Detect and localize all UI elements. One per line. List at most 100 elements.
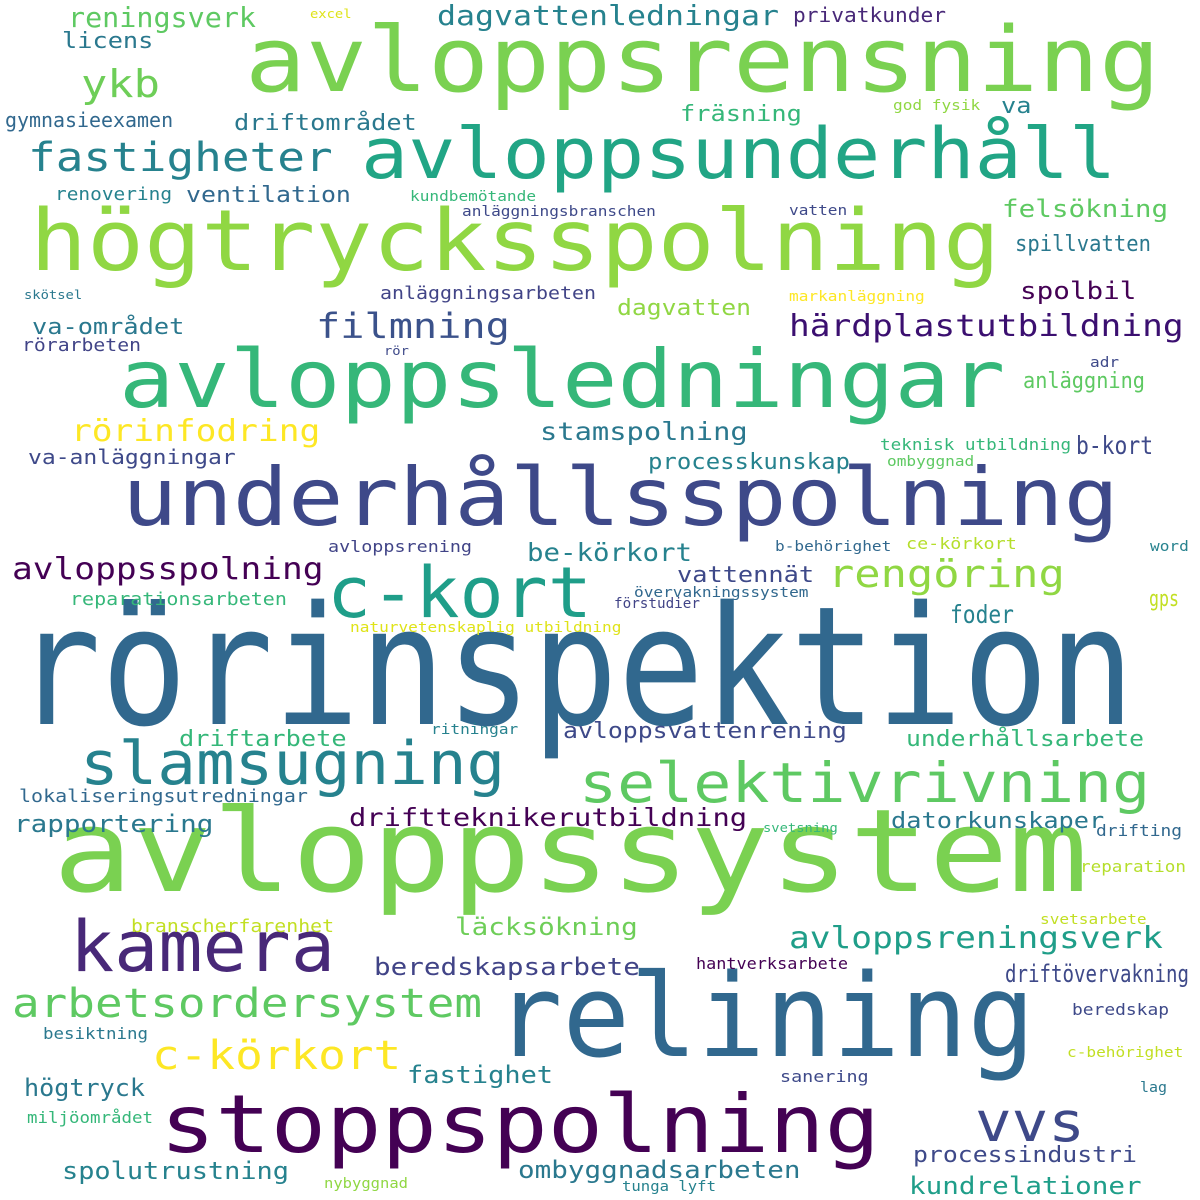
word: relining: [495, 949, 1036, 1084]
word: foder: [950, 600, 1014, 630]
word: miljöområdet: [27, 1108, 153, 1128]
word: anläggningsarbeten: [380, 283, 596, 305]
word: ykb: [80, 62, 160, 107]
word: högtryck: [23, 1073, 145, 1102]
word: kundrelationer: [908, 1172, 1142, 1200]
word: branscherfarenhet: [130, 916, 334, 938]
word: beredskap: [1071, 1000, 1169, 1020]
word: avloppsvattenrening: [563, 718, 847, 744]
word: hantverksarbete: [696, 954, 849, 974]
word: härdplastutbildning: [788, 308, 1184, 344]
word: filmning: [316, 306, 510, 347]
word: kamera: [69, 905, 335, 988]
word: anläggningsbranschen: [462, 204, 656, 221]
word: svetsarbete: [1039, 912, 1147, 929]
word: driftområdet: [233, 110, 417, 136]
word: vvs: [975, 1089, 1085, 1154]
word: reningsverk: [68, 0, 257, 34]
word: naturvetenskaplig utbildning: [350, 620, 622, 637]
word: dagvatten: [617, 295, 752, 321]
word: va-området: [31, 314, 185, 340]
word: skötsel: [23, 288, 83, 303]
word: ombyggnad: [887, 454, 975, 471]
word: rapportering: [14, 809, 214, 838]
word: högtrycksspolning: [30, 192, 1001, 292]
word: underhållsarbete: [906, 726, 1144, 752]
word: god fysik: [893, 98, 981, 115]
word: ce-körkort: [905, 534, 1017, 554]
word: ritningar: [431, 722, 519, 739]
word: b-kort: [1075, 431, 1153, 461]
word: besiktning: [42, 1024, 148, 1044]
word: reparationsarbeten: [69, 589, 287, 611]
word: va: [1000, 93, 1032, 119]
word: licens: [62, 28, 154, 54]
word: spillvatten: [1015, 231, 1151, 257]
word: reparation: [1080, 857, 1186, 877]
word: processkunskap: [648, 449, 850, 475]
word: rörinspektion: [15, 571, 1135, 764]
word: förstudier: [614, 596, 700, 613]
word: spolbil: [1019, 276, 1137, 305]
word: fräsning: [680, 101, 802, 127]
word: rörarbeten: [21, 335, 141, 357]
word: va-anläggningar: [28, 445, 236, 469]
word: c-behörighet: [1066, 1045, 1184, 1062]
word: nybyggnad: [324, 1176, 408, 1193]
word: rörinfodring: [71, 413, 321, 449]
word: rör: [383, 344, 409, 359]
word: avloppsledningar: [118, 333, 1006, 426]
word: c-körkort: [152, 1033, 402, 1079]
word: markanläggning: [789, 289, 925, 306]
word: driftteknikerutbildning: [348, 803, 748, 833]
word: avloppsrening: [327, 537, 473, 557]
word: adr: [1090, 355, 1120, 372]
word: datorkunskaper: [891, 808, 1105, 834]
word: avloppsunderhåll: [360, 112, 1116, 195]
word: b-behörighet: [774, 539, 892, 556]
word: lokaliseringsutredningar: [18, 786, 308, 808]
word: slamsugning: [79, 729, 505, 799]
word: dagvattenledningar: [437, 0, 779, 32]
word: spolutrustning: [61, 1156, 289, 1185]
word: anläggning: [1023, 368, 1145, 394]
word: svetsning: [762, 821, 838, 836]
word: processindustri: [913, 1142, 1137, 1168]
word: driftövervakning: [1005, 959, 1190, 988]
word: läcksökning: [454, 912, 638, 941]
word: tunga lyft: [622, 1179, 716, 1196]
word: beredskapsarbete: [374, 952, 640, 981]
word: fastighet: [407, 1060, 554, 1089]
word: avloppssystem: [53, 784, 1089, 919]
word: be-körkort: [526, 538, 692, 568]
word: fastigheter: [27, 135, 333, 181]
word: rengöring: [827, 552, 1065, 597]
word: drifting: [1096, 821, 1183, 841]
word: teknisk utbildning: [879, 435, 1071, 455]
word: ombyggnadsarbeten: [517, 1155, 801, 1184]
word: stamspolning: [540, 417, 748, 447]
word: felsökning: [1001, 194, 1169, 223]
word: ventilation: [185, 182, 351, 208]
word: word: [1149, 539, 1189, 556]
word: excel: [310, 7, 352, 22]
word: kundbemötande: [409, 189, 536, 206]
word: gps: [1149, 586, 1180, 612]
word: avloppsrensning: [244, 7, 1160, 113]
word: privatkunder: [792, 3, 946, 27]
word: avloppsreningsverk: [789, 920, 1163, 956]
word: stoppspolning: [159, 1078, 881, 1171]
word: underhållsspolning: [121, 451, 1119, 544]
word: c-kort: [326, 551, 592, 634]
word: vatten: [788, 203, 848, 220]
word: lag: [1139, 1080, 1167, 1097]
word: övervakningssystem: [633, 585, 809, 602]
word: gymnasieexamen: [5, 108, 174, 132]
word: renovering: [54, 184, 172, 206]
word: sanering: [779, 1067, 869, 1087]
word: avloppsspolning: [12, 551, 324, 587]
word: vattennät: [677, 562, 815, 588]
word: driftarbete: [179, 726, 347, 752]
word: selektivrivning: [579, 750, 1151, 815]
